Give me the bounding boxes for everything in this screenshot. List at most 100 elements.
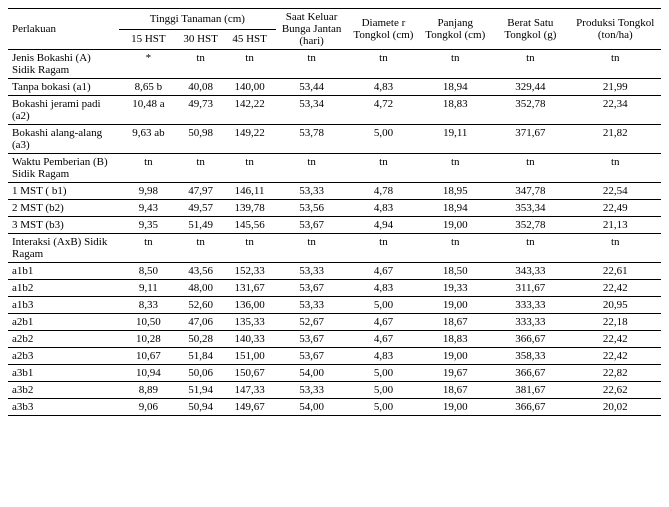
data-cell: 47,97 bbox=[178, 183, 224, 200]
data-cell: 139,78 bbox=[223, 200, 275, 217]
sig-cell: tn bbox=[348, 154, 420, 183]
data-cell: 131,67 bbox=[223, 280, 275, 297]
data-cell: 352,78 bbox=[491, 217, 569, 234]
data-cell: 366,67 bbox=[491, 331, 569, 348]
data-cell: 51,84 bbox=[178, 348, 224, 365]
data-cell: 4,67 bbox=[348, 314, 420, 331]
data-cell: 352,78 bbox=[491, 96, 569, 125]
data-cell: 353,34 bbox=[491, 200, 569, 217]
data-cell: 53,34 bbox=[276, 96, 348, 125]
data-cell: 4,83 bbox=[348, 79, 420, 96]
data-cell: 5,00 bbox=[348, 382, 420, 399]
results-table: Perlakuan Tinggi Tanaman (cm) Saat Kelua… bbox=[8, 8, 661, 416]
data-cell: 19,33 bbox=[419, 280, 491, 297]
data-cell: 136,00 bbox=[223, 297, 275, 314]
data-cell: 22,42 bbox=[570, 348, 661, 365]
data-cell: 43,56 bbox=[178, 263, 224, 280]
data-cell: 18,83 bbox=[419, 96, 491, 125]
data-cell: 53,33 bbox=[276, 382, 348, 399]
data-cell: 10,94 bbox=[119, 365, 178, 382]
data-cell: 53,67 bbox=[276, 280, 348, 297]
data-cell: 21,99 bbox=[570, 79, 661, 96]
data-cell: 4,94 bbox=[348, 217, 420, 234]
row-label: a3b2 bbox=[8, 382, 119, 399]
data-cell: 22,82 bbox=[570, 365, 661, 382]
col-prod: Produksi Tongkol (ton/ha) bbox=[570, 9, 661, 50]
data-cell: 18,50 bbox=[419, 263, 491, 280]
data-cell: 48,00 bbox=[178, 280, 224, 297]
data-cell: 152,33 bbox=[223, 263, 275, 280]
data-cell: 9,98 bbox=[119, 183, 178, 200]
data-cell: 52,67 bbox=[276, 314, 348, 331]
data-cell: 22,54 bbox=[570, 183, 661, 200]
sig-cell: tn bbox=[419, 154, 491, 183]
col-tinggi-group: Tinggi Tanaman (cm) bbox=[119, 9, 276, 30]
data-cell: 366,67 bbox=[491, 399, 569, 416]
sig-cell: tn bbox=[276, 154, 348, 183]
col-saat: Saat Keluar Bunga Jantan (hari) bbox=[276, 9, 348, 50]
sig-cell: tn bbox=[419, 234, 491, 263]
data-cell: 18,94 bbox=[419, 200, 491, 217]
data-cell: 18,67 bbox=[419, 382, 491, 399]
data-cell: 49,57 bbox=[178, 200, 224, 217]
sig-cell: tn bbox=[276, 50, 348, 79]
col-diam: Diamete r Tongkol (cm) bbox=[348, 9, 420, 50]
col-45hst: 45 HST bbox=[223, 29, 275, 50]
data-cell: 18,83 bbox=[419, 331, 491, 348]
row-label: a1b2 bbox=[8, 280, 119, 297]
data-cell: 19,00 bbox=[419, 297, 491, 314]
data-cell: 18,67 bbox=[419, 314, 491, 331]
data-cell: 50,98 bbox=[178, 125, 224, 154]
data-cell: 10,67 bbox=[119, 348, 178, 365]
data-cell: 147,33 bbox=[223, 382, 275, 399]
data-cell: 52,60 bbox=[178, 297, 224, 314]
data-cell: 40,08 bbox=[178, 79, 224, 96]
data-cell: 140,33 bbox=[223, 331, 275, 348]
sig-cell: tn bbox=[419, 50, 491, 79]
row-label: a3b1 bbox=[8, 365, 119, 382]
row-label: 3 MST (b3) bbox=[8, 217, 119, 234]
data-cell: 22,34 bbox=[570, 96, 661, 125]
data-cell: 9,11 bbox=[119, 280, 178, 297]
sig-cell: tn bbox=[178, 234, 224, 263]
section-title: Jenis Bokashi (A) Sidik Ragam bbox=[8, 50, 119, 79]
row-label: a2b2 bbox=[8, 331, 119, 348]
row-label: 2 MST (b2) bbox=[8, 200, 119, 217]
sig-cell: tn bbox=[570, 234, 661, 263]
data-cell: 22,61 bbox=[570, 263, 661, 280]
sig-cell: tn bbox=[570, 154, 661, 183]
data-cell: 19,00 bbox=[419, 399, 491, 416]
row-label: a1b1 bbox=[8, 263, 119, 280]
data-cell: 347,78 bbox=[491, 183, 569, 200]
data-cell: 22,62 bbox=[570, 382, 661, 399]
data-cell: 4,83 bbox=[348, 280, 420, 297]
sig-cell: tn bbox=[491, 154, 569, 183]
data-cell: 9,35 bbox=[119, 217, 178, 234]
row-label: a3b3 bbox=[8, 399, 119, 416]
row-label: a2b3 bbox=[8, 348, 119, 365]
data-cell: 371,67 bbox=[491, 125, 569, 154]
data-cell: 53,67 bbox=[276, 348, 348, 365]
sig-cell: tn bbox=[223, 234, 275, 263]
data-cell: 53,44 bbox=[276, 79, 348, 96]
data-cell: 53,33 bbox=[276, 183, 348, 200]
data-cell: 9,06 bbox=[119, 399, 178, 416]
data-cell: 4,83 bbox=[348, 348, 420, 365]
data-cell: 22,18 bbox=[570, 314, 661, 331]
data-cell: 8,50 bbox=[119, 263, 178, 280]
data-cell: 9,63 ab bbox=[119, 125, 178, 154]
data-cell: 142,22 bbox=[223, 96, 275, 125]
sig-cell: tn bbox=[178, 154, 224, 183]
sig-cell: tn bbox=[348, 234, 420, 263]
data-cell: 51,49 bbox=[178, 217, 224, 234]
data-cell: 50,94 bbox=[178, 399, 224, 416]
data-cell: 135,33 bbox=[223, 314, 275, 331]
row-label: a2b1 bbox=[8, 314, 119, 331]
data-cell: 4,78 bbox=[348, 183, 420, 200]
sig-cell: tn bbox=[276, 234, 348, 263]
data-cell: 8,33 bbox=[119, 297, 178, 314]
data-cell: 149,67 bbox=[223, 399, 275, 416]
data-cell: 53,33 bbox=[276, 263, 348, 280]
section-title: Interaksi (AxB) Sidik Ragam bbox=[8, 234, 119, 263]
data-cell: 53,78 bbox=[276, 125, 348, 154]
